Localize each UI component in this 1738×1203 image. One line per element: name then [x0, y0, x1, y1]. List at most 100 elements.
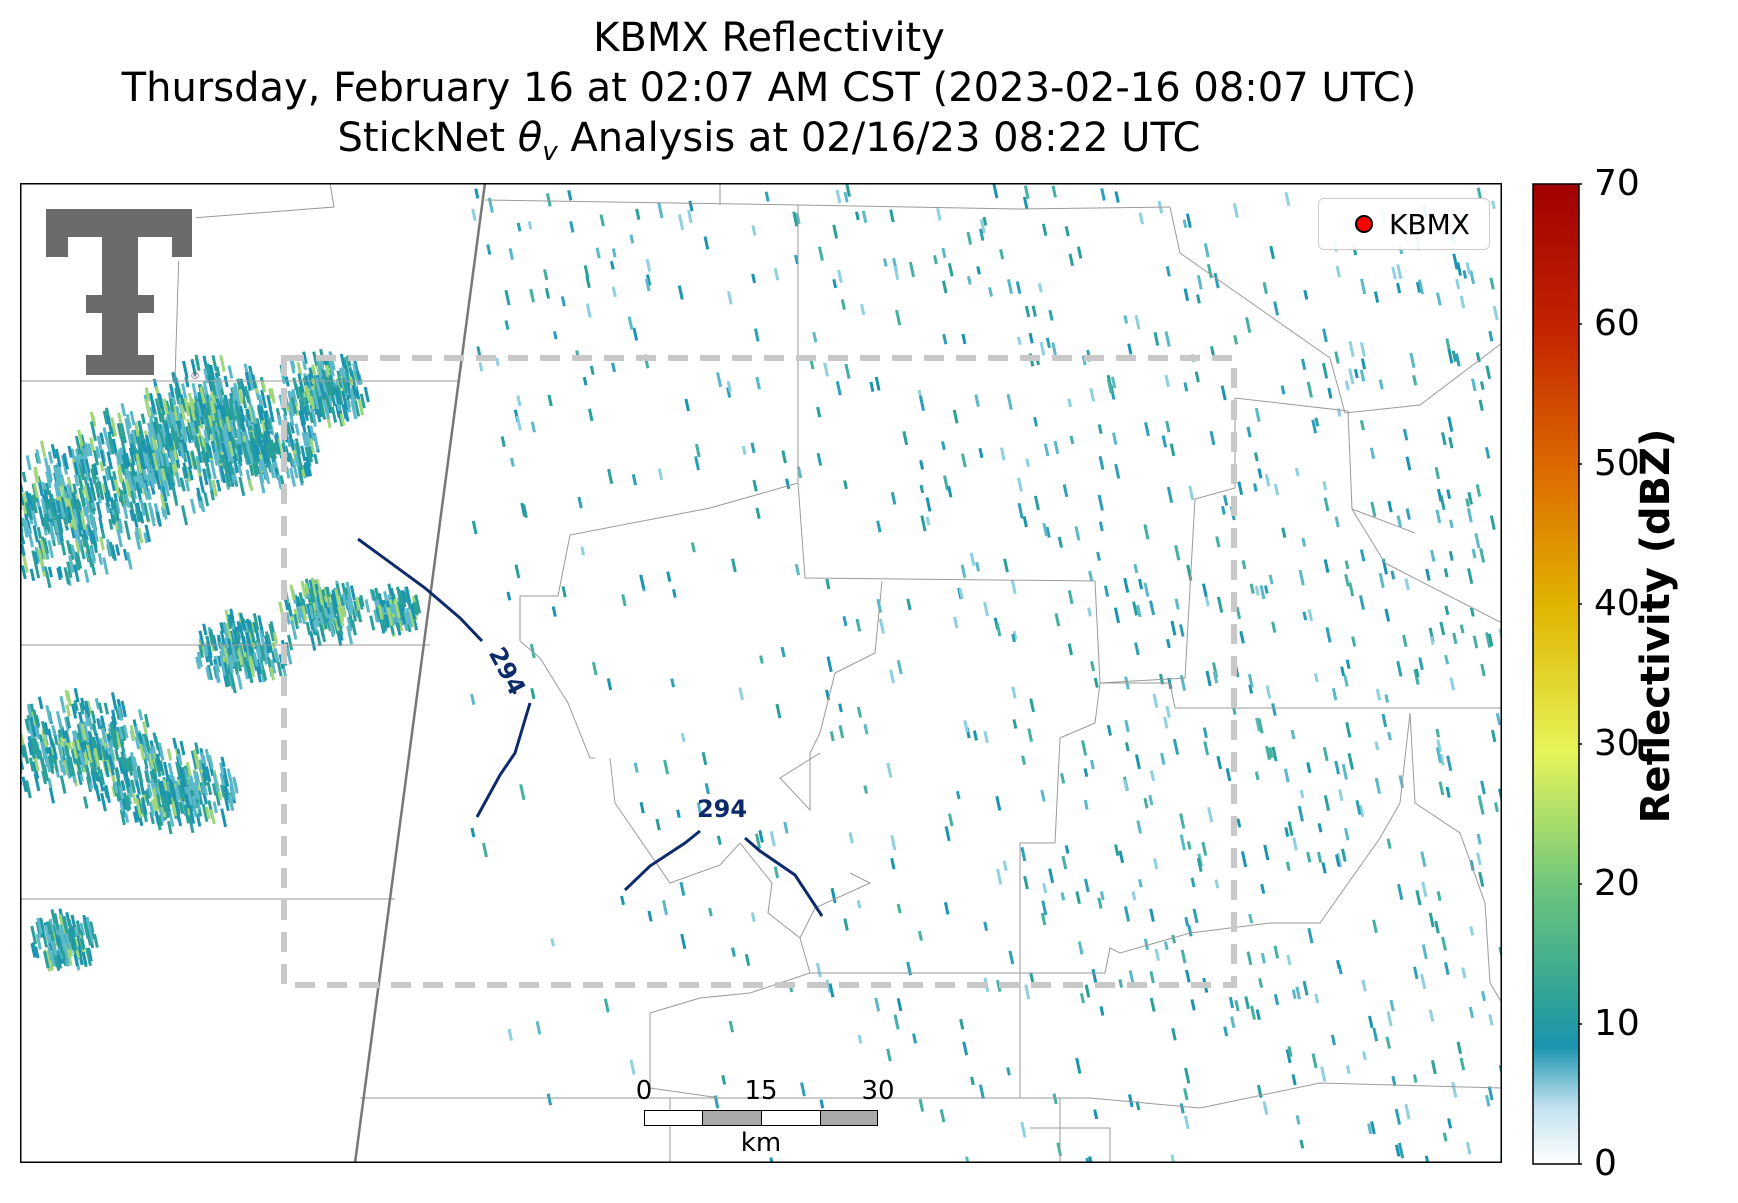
echo-pixel: [78, 489, 86, 508]
echo-pixel: [486, 244, 492, 255]
echo-pixel: [874, 376, 881, 391]
echo-pixel: [346, 616, 353, 632]
echo-pixel: [487, 197, 494, 213]
echo-pixel: [1420, 851, 1427, 867]
echo-pixel: [211, 479, 218, 497]
echo-pixel: [297, 386, 305, 407]
echo-pixel: [959, 1018, 965, 1030]
echo-pixel: [101, 745, 108, 761]
echo-pixel: [1133, 563, 1139, 574]
echo-pixel: [194, 410, 201, 427]
echo-pixel: [168, 398, 175, 413]
echo-pixel: [1042, 883, 1048, 894]
echo-pixel: [1303, 289, 1309, 300]
county-line-17: [1409, 712, 1502, 1004]
echo-pixel: [829, 731, 835, 742]
echo-pixel: [59, 538, 67, 556]
county-line-23: [1030, 1127, 1111, 1163]
echo-pixel: [1348, 582, 1355, 597]
state-boundary: [353, 183, 487, 1163]
echo-pixel: [1386, 838, 1392, 849]
echo-pixel: [273, 441, 280, 455]
echo-pixel: [59, 931, 67, 952]
echo-pixel: [76, 723, 83, 737]
echo-pixel: [1233, 335, 1239, 345]
echo-pixel: [149, 770, 156, 787]
echo-pixel: [895, 309, 902, 326]
echo-pixel: [290, 397, 298, 415]
echo-pixel: [113, 479, 121, 497]
echo-pixel: [337, 606, 345, 627]
echo-pixel: [1375, 688, 1382, 701]
echo-pixel: [1245, 317, 1252, 333]
echo-pixel: [154, 758, 162, 778]
echo-pixel: [80, 533, 87, 548]
echo-pixel: [341, 593, 348, 606]
echo-pixel: [29, 568, 36, 581]
echo-pixel: [201, 763, 209, 782]
echo-pixel: [22, 744, 30, 765]
echo-pixel: [149, 811, 155, 825]
echo-pixel: [1359, 369, 1366, 382]
echo-pixel: [780, 646, 786, 658]
echo-pixel: [1344, 380, 1350, 391]
echo-pixel: [1164, 374, 1170, 388]
echo-pixel: [302, 351, 308, 365]
echo-pixel: [93, 933, 99, 948]
echo-pixel: [1249, 583, 1255, 594]
echo-pixel: [721, 1074, 727, 1085]
echo-pixel: [269, 439, 277, 460]
echo-pixel: [1323, 497, 1330, 512]
echo-pixel: [1384, 694, 1390, 703]
echo-pixel: [1362, 1051, 1367, 1061]
echo-pixel: [118, 726, 124, 740]
echo-pixel: [918, 1098, 925, 1112]
echo-pixel: [1023, 185, 1030, 200]
echo-pixel: [1295, 986, 1301, 1000]
echo-pixel: [414, 594, 422, 614]
echo-pixel: [119, 809, 126, 826]
echo-pixel: [81, 448, 88, 460]
echo-pixel: [646, 274, 652, 286]
echo-pixel: [1420, 973, 1427, 990]
echo-pixel: [1484, 447, 1491, 459]
echo-pixel: [632, 327, 639, 341]
theta-symbol: θ: [517, 115, 543, 161]
echo-pixel: [1487, 633, 1494, 647]
echo-pixel: [1041, 223, 1048, 237]
echo-pixel: [349, 585, 356, 601]
echo-pixel: [118, 760, 124, 775]
echo-pixel: [118, 785, 125, 799]
echo-pixel: [1190, 877, 1196, 888]
echo-pixel: [159, 468, 167, 488]
echo-pixel: [470, 827, 476, 838]
echo-pixel: [303, 461, 310, 478]
echo-pixel: [552, 331, 558, 340]
echo-pixel: [1341, 763, 1348, 780]
echo-pixel: [294, 438, 302, 455]
echo-pixel: [982, 216, 988, 226]
echo-pixel: [1320, 1066, 1327, 1082]
echo-pixel: [1220, 385, 1227, 401]
echo-pixel: [199, 478, 205, 493]
echo-pixel: [202, 793, 208, 805]
echo-pixel: [180, 505, 189, 526]
echo-pixel: [1099, 891, 1105, 901]
echo-pixel: [1062, 484, 1069, 498]
echo-pixel: [1492, 305, 1499, 321]
echo-pixel: [291, 458, 299, 479]
echo-pixel: [139, 781, 146, 795]
echo-pixel: [212, 773, 220, 792]
echo-pixel: [663, 759, 670, 775]
echo-pixel: [306, 446, 314, 463]
echo-pixel: [1469, 607, 1475, 617]
echo-pixel: [201, 803, 209, 822]
echo-pixel: [124, 452, 131, 468]
echo-pixel: [41, 720, 47, 735]
echo-pixel: [71, 703, 78, 715]
echo-pixel: [297, 465, 304, 484]
echo-pixel: [142, 721, 148, 735]
scale-segment-2: [702, 1110, 762, 1126]
echo-pixel: [186, 785, 194, 806]
echo-pixel: [1355, 800, 1362, 815]
